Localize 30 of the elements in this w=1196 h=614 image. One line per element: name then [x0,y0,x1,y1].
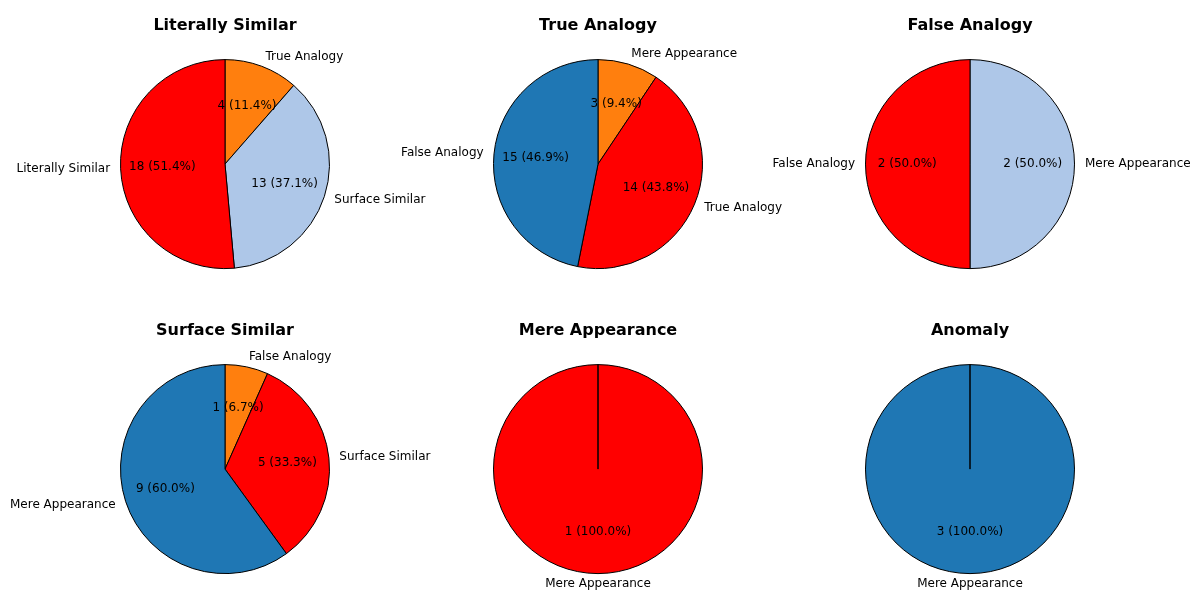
data-label: 14 (43.8%) [622,180,690,195]
slice-label: Surface Similar [339,449,431,464]
slice-label: Literally Similar [16,161,111,176]
slice-label: Mere Appearance [10,496,116,511]
slice-label: False Analogy [772,156,856,171]
data-label: 15 (46.9%) [502,150,569,165]
slice-label: Surface Similar [334,191,426,206]
data-label: 3 (100.0%) [936,523,1004,538]
data-label: 5 (33.3%) [257,454,317,469]
chart-title: Mere Appearance [518,319,678,339]
slice-label: True Analogy [264,48,344,63]
slice-label: Mere Appearance [545,576,651,591]
slice-label: False Analogy [401,144,484,159]
slice-label: True Analogy [703,200,783,215]
slice-label: Mere Appearance [631,46,738,61]
slice-label: Mere Appearance [1084,156,1191,171]
chart-title: True Analogy [539,14,658,34]
chart-title: Literally Similar [153,14,297,34]
slice-label: False Analogy [248,348,332,363]
chart-title: Surface Similar [156,319,295,339]
chart-title: False Analogy [907,14,1034,34]
data-label: 4 (11.4%) [217,97,277,112]
data-label: 2 (50.0%) [877,156,937,171]
data-label: 13 (37.1%) [251,175,318,190]
data-label: 2 (50.0%) [1003,156,1063,171]
chart-title: Anomaly [930,319,1010,339]
slice-label: Mere Appearance [917,576,1023,591]
data-label: 18 (51.4%) [129,159,196,174]
data-label: 9 (60.0%) [135,480,195,495]
data-label: 1 (100.0%) [564,523,632,538]
